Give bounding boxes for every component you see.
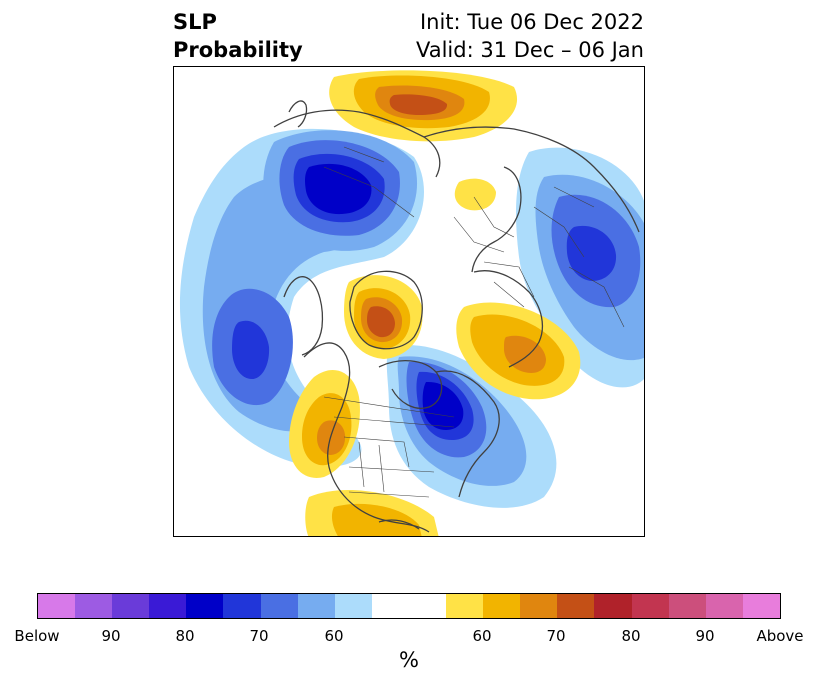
- above-normal-shading: [289, 70, 581, 536]
- europe-coast: [473, 270, 543, 368]
- greenland-coast: [349, 270, 423, 350]
- colorbar-segment: [520, 594, 558, 618]
- colorbar-segment: [334, 594, 372, 618]
- colorbar-segment: [149, 594, 187, 618]
- title-variable: SLP: [173, 10, 217, 34]
- above-region-mexico-65: [331, 503, 422, 536]
- above-region-svalbard: [454, 178, 496, 211]
- east-coast: [435, 370, 500, 498]
- colorbar-tick-label: 80: [621, 627, 641, 645]
- colorbar-segment: [297, 594, 335, 618]
- colorbar-segment: [371, 594, 409, 618]
- colorbar-segment: [75, 594, 113, 618]
- colorbar-segment: [483, 594, 521, 618]
- colorbar-tick-label: Below: [14, 627, 60, 645]
- init-date: Init: Tue 06 Dec 2022: [419, 10, 644, 34]
- colorbar-unit: %: [399, 648, 419, 672]
- probability-map: [173, 66, 645, 537]
- below-normal-shading: [179, 128, 644, 508]
- colorbar-tick-label: 70: [249, 627, 269, 645]
- siberia-coast: [273, 109, 441, 178]
- colorbar-segment: [668, 594, 706, 618]
- colorbar-segment: [557, 594, 595, 618]
- below-region-europe-75: [566, 225, 617, 281]
- colorbar-segment: [186, 594, 224, 618]
- colorbar-segment: [112, 594, 150, 618]
- colorbar-segment: [38, 594, 76, 618]
- map-canvas: [179, 70, 644, 536]
- political-borders: [323, 146, 625, 498]
- colorbar: [37, 593, 781, 619]
- colorbar-segment: [260, 594, 298, 618]
- valid-range: Valid: 31 Dec – 06 Jan: [415, 38, 644, 62]
- colorbar-tick-label: 60: [472, 627, 492, 645]
- japan-coast: [288, 100, 308, 128]
- eurasia-coast: [423, 126, 640, 233]
- colorbar-tick-label: 70: [546, 627, 566, 645]
- coastlines: [273, 100, 640, 533]
- below-region-north-pacific-75: [232, 320, 270, 379]
- hudson-bay-coast: [378, 360, 443, 409]
- colorbar-tick-label: 80: [175, 627, 195, 645]
- above-region-arctic-russia-75: [389, 94, 448, 115]
- colorbar-tick-label: 90: [101, 627, 121, 645]
- colorbar-segment: [705, 594, 743, 618]
- scandinavia-coast: [471, 166, 522, 273]
- colorbar-segment: [223, 594, 261, 618]
- colorbar-segment: [631, 594, 669, 618]
- below-region-canada-80: [422, 381, 464, 430]
- colorbar-tick-label: Above: [756, 627, 804, 645]
- title-field: Probability: [173, 38, 303, 62]
- colorbar-tick-label: 90: [695, 627, 715, 645]
- below-region-siberia-80: [305, 163, 372, 215]
- colorbar-tick-label: 60: [324, 627, 344, 645]
- north-america-coast: [303, 342, 430, 533]
- map-title: SLP Probability: [173, 8, 303, 64]
- above-region-greenland-75: [367, 306, 395, 338]
- colorbar-segment: [594, 594, 632, 618]
- caribbean-coast: [378, 519, 420, 530]
- colorbar-segment: [742, 594, 780, 618]
- forecast-info: Init: Tue 06 Dec 2022 Valid: 31 Dec – 06…: [416, 8, 644, 64]
- colorbar-segment: [408, 594, 447, 618]
- alaska-coast: [283, 276, 324, 356]
- colorbar-segment: [446, 594, 484, 618]
